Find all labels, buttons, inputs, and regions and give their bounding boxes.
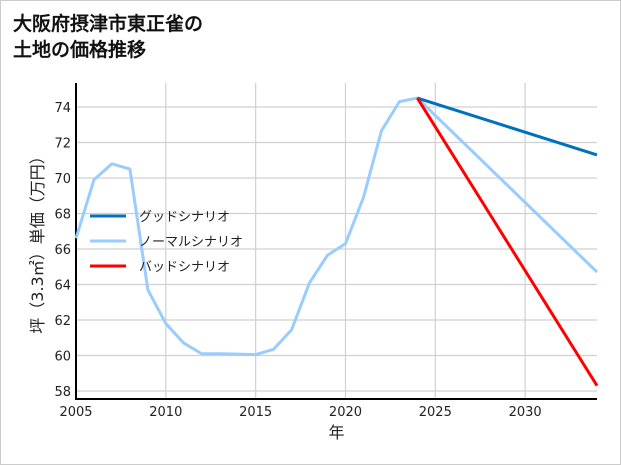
series-line-2 — [416, 97, 599, 387]
series-line-1 — [74, 96, 599, 357]
series-line-0 — [416, 96, 598, 157]
x-tick-label: 2030 — [509, 405, 542, 420]
title-line-1: 大阪府摂津市東正雀の — [13, 13, 204, 35]
y-axis-label: 坪（3.3㎡）単価（万円） — [28, 148, 47, 333]
x-axis-label: 年 — [328, 423, 344, 442]
x-tick-label: 2020 — [329, 405, 362, 420]
y-tick-label: 58 — [54, 385, 71, 400]
y-tick-label: 68 — [54, 207, 71, 222]
y-tick-label: 72 — [54, 136, 71, 151]
x-tick-label: 2005 — [59, 405, 92, 420]
x-tick-label: 2010 — [149, 405, 182, 420]
y-tick-label: 64 — [54, 278, 71, 293]
y-tick-label: 60 — [54, 350, 71, 365]
y-tick-label: 66 — [54, 243, 71, 258]
legend-label: バッドシナリオ — [139, 260, 230, 275]
y-tick-label: 70 — [54, 172, 71, 187]
legend-label: ノーマルシナリオ — [139, 235, 243, 250]
chart-title: 大阪府摂津市東正雀の 土地の価格推移 — [13, 11, 203, 63]
title-line-2: 土地の価格推移 — [13, 39, 147, 61]
y-tick-label: 62 — [54, 314, 71, 329]
x-tick-label: 2015 — [239, 405, 272, 420]
y-tick-label: 74 — [54, 101, 71, 116]
x-tick-label: 2025 — [419, 405, 452, 420]
legend-label: グッドシナリオ — [139, 210, 230, 225]
